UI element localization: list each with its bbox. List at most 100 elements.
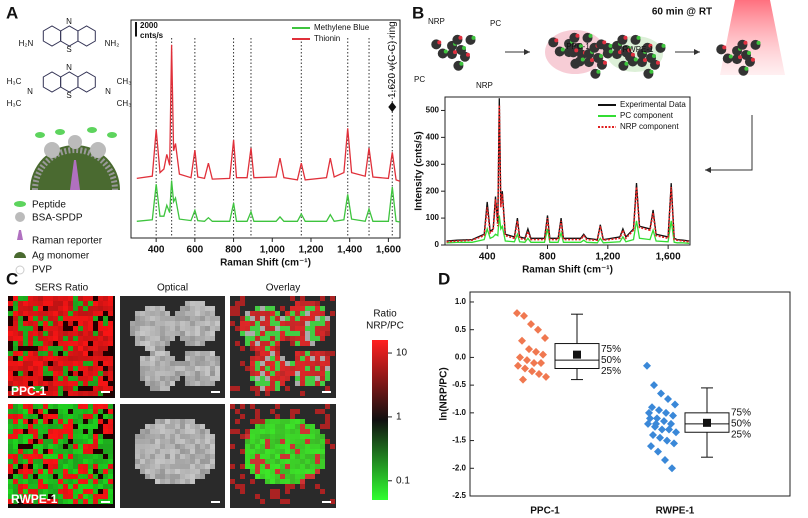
pixel: [180, 474, 185, 479]
pixel: [150, 311, 155, 316]
pixel: [265, 361, 270, 366]
x-axis-label: Raman Shift (cm⁻¹): [522, 265, 613, 276]
pixel: [130, 326, 135, 331]
pixel: [48, 434, 53, 439]
tag: [443, 49, 448, 54]
pixel: [285, 361, 290, 366]
colorbar: [372, 340, 388, 500]
pixel: [275, 434, 280, 439]
pixel: [63, 459, 68, 464]
pixel: [200, 371, 205, 376]
cell-label: PPC-1: [566, 42, 590, 51]
pixel: [8, 331, 13, 336]
pixel: [270, 361, 275, 366]
pixel: [38, 429, 43, 434]
pixel: [13, 464, 18, 469]
pixel: [23, 449, 28, 454]
pixel: [155, 434, 160, 439]
pixel: [68, 351, 73, 356]
pixel: [205, 326, 210, 331]
pixel: [275, 341, 280, 346]
pixel: [300, 454, 305, 459]
pixel: [8, 434, 13, 439]
y-tick-label: 1.0: [455, 297, 467, 306]
pixel: [205, 469, 210, 474]
pixel: [98, 381, 103, 386]
pixel: [145, 454, 150, 459]
pixel: [8, 449, 13, 454]
pixel: [8, 341, 13, 346]
pixel: [195, 474, 200, 479]
legend-label: NRP component: [620, 122, 679, 131]
pixel: [240, 474, 245, 479]
pixel: [295, 429, 300, 434]
pixel: [165, 479, 170, 484]
pixel: [98, 464, 103, 469]
pixel: [33, 371, 38, 376]
pixel: [295, 464, 300, 469]
pixel: [88, 326, 93, 331]
point: [539, 350, 547, 359]
atom-label: H₂N: [19, 39, 34, 48]
pixel: [88, 454, 93, 459]
pixel: [13, 439, 18, 444]
pixel: [68, 459, 73, 464]
mean: [703, 418, 711, 427]
y-tick-label: 500: [426, 106, 440, 115]
pixel: [160, 454, 165, 459]
pixel: [190, 419, 195, 424]
y-tick-label: -1.0: [452, 408, 466, 417]
pixel: [78, 331, 83, 336]
pixel: [38, 366, 43, 371]
pixel: [295, 381, 300, 386]
tag: [437, 40, 442, 45]
pixel: [38, 331, 43, 336]
pixel: [78, 336, 83, 341]
pixel: [78, 439, 83, 444]
pixel: [260, 356, 265, 361]
pixel: [180, 419, 185, 424]
pixel: [38, 444, 43, 449]
pixel: [28, 301, 33, 306]
pixel: [285, 489, 290, 494]
pixel: [23, 494, 28, 499]
pixel: [88, 391, 93, 396]
pixel: [53, 494, 58, 499]
pixel: [275, 346, 280, 351]
pixel: [285, 439, 290, 444]
pixel: [23, 391, 28, 396]
pixel: [13, 479, 18, 484]
pixel: [145, 449, 150, 454]
pixel: [320, 489, 325, 494]
pixel: [23, 341, 28, 346]
pixel: [265, 464, 270, 469]
pixel: [285, 419, 290, 424]
pixel: [93, 469, 98, 474]
pixel: [13, 366, 18, 371]
pixel: [260, 331, 265, 336]
pixel: [310, 439, 315, 444]
atom-label: N: [66, 63, 72, 72]
pixel: [53, 464, 58, 469]
pixel: [210, 316, 215, 321]
pixel: [210, 371, 215, 376]
pixel: [33, 321, 38, 326]
pixel: [200, 326, 205, 331]
pixel: [140, 469, 145, 474]
pixel: [43, 381, 48, 386]
pixel: [185, 479, 190, 484]
pixel: [160, 424, 165, 429]
pixel: [88, 336, 93, 341]
pixel: [48, 494, 53, 499]
pixel: [38, 469, 43, 474]
pixel: [13, 444, 18, 449]
pixel: [295, 469, 300, 474]
pixel: [265, 391, 270, 396]
pixel: [93, 409, 98, 414]
pixel: [310, 326, 315, 331]
mean: [573, 350, 581, 359]
pixel: [170, 356, 175, 361]
pixel: [255, 346, 260, 351]
pixel: [280, 321, 285, 326]
pixel: [53, 356, 58, 361]
